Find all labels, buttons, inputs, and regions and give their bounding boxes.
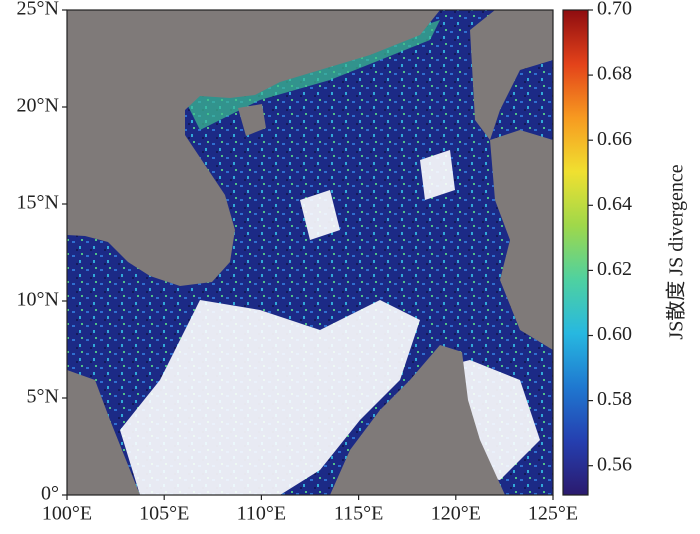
x-tick-label: 100°E (42, 503, 92, 525)
colorbar-tick-label: 0.64 (597, 193, 632, 215)
land (490, 130, 553, 350)
y-tick-label: 20°N (17, 95, 59, 117)
x-tick-label: 120°E (431, 503, 481, 525)
colorbar-tick-label: 0.60 (597, 323, 632, 345)
map-frame (66, 9, 554, 496)
colorbar-tick-label: 0.56 (597, 453, 632, 475)
land (470, 10, 553, 140)
colorbar-tick-label: 0.58 (597, 388, 632, 410)
colorbar (562, 9, 589, 496)
y-tick-label: 15°N (17, 192, 59, 214)
colorbar-tick-label: 0.62 (597, 258, 632, 280)
land (238, 104, 266, 136)
x-tick-label: 115°E (334, 503, 383, 525)
y-tick-label: 10°N (17, 289, 59, 311)
x-tick-label: 110°E (237, 503, 286, 525)
land (330, 345, 505, 495)
colorbar-tick-label: 0.70 (597, 0, 632, 20)
colorbar-tick-label: 0.68 (597, 63, 632, 85)
colorbar-tick-label: 0.66 (597, 128, 632, 150)
y-tick-label: 5°N (27, 386, 59, 408)
y-tick-label: 25°N (17, 0, 59, 20)
colorbar-label: JS散度 JS divergence (665, 164, 688, 339)
land (67, 370, 140, 495)
colorbar-ramp (562, 9, 589, 496)
map-area (66, 9, 554, 496)
x-tick-label: 105°E (139, 503, 189, 525)
land (67, 10, 440, 286)
x-tick-label: 125°E (528, 503, 578, 525)
y-tick-label: 0° (41, 483, 59, 505)
